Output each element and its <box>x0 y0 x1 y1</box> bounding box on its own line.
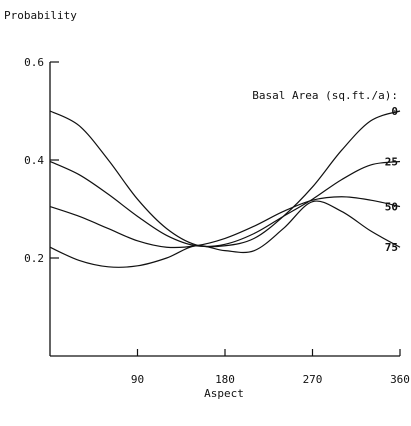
series-line-0 <box>49 110 401 248</box>
series-label-50: 50 <box>385 201 398 214</box>
x-tick-label: 270 <box>303 373 323 386</box>
legend-title: Basal Area (sq.ft./a): <box>252 89 398 102</box>
series-lines <box>49 110 401 268</box>
y-tick-label: 0.4 <box>24 154 44 167</box>
x-tick-label: 90 <box>131 373 144 386</box>
y-axis-label: Probability <box>4 9 77 22</box>
ticks: 90 180 270 360 0.2 0.4 0.6 <box>24 56 410 386</box>
series-labels: 0 25 50 75 <box>385 105 398 254</box>
series-label-25: 25 <box>385 155 398 168</box>
series-line-50 <box>49 196 401 249</box>
series-line-25 <box>49 160 401 248</box>
y-tick-label: 0.2 <box>24 252 44 265</box>
x-axis-label: Aspect <box>204 387 244 400</box>
y-tick-label: 0.6 <box>24 56 44 69</box>
x-tick-label: 360 <box>390 373 410 386</box>
series-line-75 <box>49 200 401 268</box>
x-tick-label: 180 <box>215 373 235 386</box>
series-label-0: 0 <box>391 105 398 118</box>
series-label-75: 75 <box>385 241 398 254</box>
axes <box>49 62 400 357</box>
